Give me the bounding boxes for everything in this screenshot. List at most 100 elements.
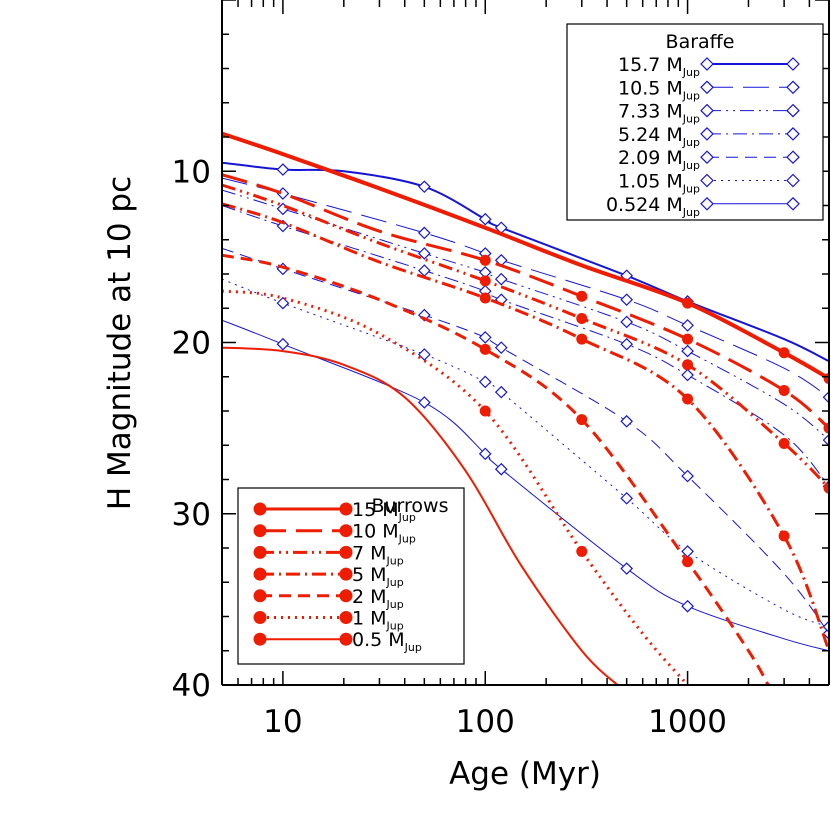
diamond-marker: [478, 212, 492, 226]
legend-entry: 1 MJup: [253, 608, 404, 633]
legend-diamond-marker: [700, 103, 714, 118]
diamond-marker: [681, 368, 694, 382]
diamond-marker: [478, 447, 492, 461]
diamond-marker: [478, 375, 492, 389]
legend-title: Baraffe: [666, 31, 735, 53]
diamond-marker: [620, 315, 634, 329]
dot-marker: [479, 254, 491, 266]
legend-diamond-marker: [786, 127, 800, 141]
diamond-marker: [417, 348, 431, 361]
dot-marker: [823, 482, 829, 494]
legend-label: 15.7 MJup: [618, 54, 700, 79]
legend-diamond-marker: [786, 103, 800, 118]
series-baraffe-7_33: [222, 189, 829, 447]
diamond-marker: [276, 337, 290, 351]
series-baraffe-1_05: [222, 278, 829, 634]
legend-dot-marker: [339, 567, 353, 581]
x-tick-label: 100: [456, 704, 515, 740]
legend-entry: 10.5 MJup: [618, 77, 800, 102]
diamond-marker: [822, 390, 829, 404]
legend-diamond-marker: [700, 127, 714, 141]
diamond-marker: [417, 396, 431, 409]
legend-label: 7 MJup: [352, 542, 404, 567]
legend-label: 15 MJup: [352, 499, 416, 524]
dot-marker: [479, 405, 491, 417]
legend-box: [566, 23, 824, 221]
series-line: [222, 278, 829, 628]
dot-marker: [576, 333, 588, 345]
series-line: [222, 253, 770, 685]
series-baraffe-10_5: [222, 177, 829, 404]
legend-entry: 10 MJup: [253, 521, 416, 546]
diamond-marker: [681, 344, 694, 358]
series-line: [222, 346, 619, 685]
dot-marker: [576, 313, 588, 325]
legend-diamond-marker: [700, 80, 714, 95]
dot-marker: [576, 414, 588, 426]
legend-entry: 7.33 MJup: [618, 101, 800, 126]
y-axis-label: H Magnitude at 10 pc: [102, 176, 138, 510]
legend-entry: 2 MJup: [253, 586, 404, 611]
legend-label: 5.24 MJup: [618, 124, 700, 149]
x-tick-label: 10: [263, 704, 302, 740]
legend-dot-marker: [253, 611, 267, 624]
diamond-marker: [822, 620, 829, 634]
diamond-marker: [478, 331, 492, 344]
legend-diamond-marker: [700, 150, 714, 165]
legend-entry: 5 MJup: [253, 564, 404, 589]
series-baraffe-5_24: [222, 205, 829, 493]
series-burrows-2: [222, 253, 770, 685]
dot-marker: [682, 297, 694, 309]
legend-dot-marker: [253, 545, 267, 559]
legend-label: 1.05 MJup: [618, 171, 700, 196]
legend-label: 10.5 MJup: [618, 77, 700, 102]
legend-dot-marker: [253, 502, 267, 516]
series-layer: [222, 131, 829, 685]
diamond-marker: [494, 272, 508, 286]
diamond-marker: [276, 163, 290, 176]
dot-marker: [823, 422, 829, 434]
diamond-marker: [417, 180, 431, 194]
series-line: [222, 131, 829, 381]
dot-marker: [778, 347, 790, 359]
legend-dot-marker: [253, 567, 267, 581]
y-tick-label: 30: [172, 497, 211, 533]
legend-diamond-marker: [786, 57, 800, 71]
legend-label: 10 MJup: [352, 521, 416, 546]
diamond-marker: [681, 599, 694, 613]
series-line: [222, 205, 829, 487]
legend-entry: 15 MJup: [253, 499, 416, 524]
diamond-marker: [620, 491, 634, 505]
diamond-marker: [822, 433, 829, 447]
series-line: [222, 183, 829, 490]
diamond-marker: [276, 219, 290, 233]
y-tick-label: 20: [172, 326, 211, 362]
y-tick-label: 10: [172, 154, 211, 190]
dot-marker: [479, 292, 491, 304]
dot-marker: [576, 545, 588, 557]
legend-label: 0.524 MJup: [606, 194, 700, 219]
legend-diamond-marker: [700, 196, 714, 211]
x-tick-label: 1000: [648, 704, 727, 740]
series-line: [222, 289, 689, 685]
dot-marker: [778, 530, 790, 542]
legend-dot-marker: [339, 632, 353, 646]
diamond-marker: [276, 296, 290, 310]
diamond-marker: [417, 247, 431, 260]
legend-dot-marker: [339, 545, 353, 559]
legend-entry: 0.524 MJup: [606, 194, 800, 219]
diamond-marker: [620, 562, 634, 575]
diamond-marker: [417, 226, 431, 240]
dot-marker: [479, 343, 491, 355]
legend-dot-marker: [339, 502, 353, 516]
diamond-marker: [494, 385, 508, 399]
series-burrows-10: [222, 173, 829, 434]
legend-diamond-marker: [700, 173, 714, 188]
legend-diamond-marker: [786, 80, 800, 95]
axes-layer: 10 100 1000 10 20 30 40: [172, 0, 830, 740]
dot-marker: [778, 438, 790, 450]
dot-marker: [479, 275, 491, 287]
